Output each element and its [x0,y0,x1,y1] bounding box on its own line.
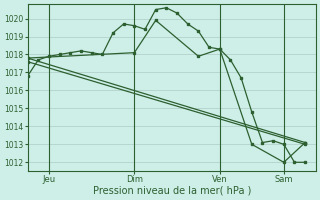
X-axis label: Pression niveau de la mer( hPa ): Pression niveau de la mer( hPa ) [92,186,251,196]
